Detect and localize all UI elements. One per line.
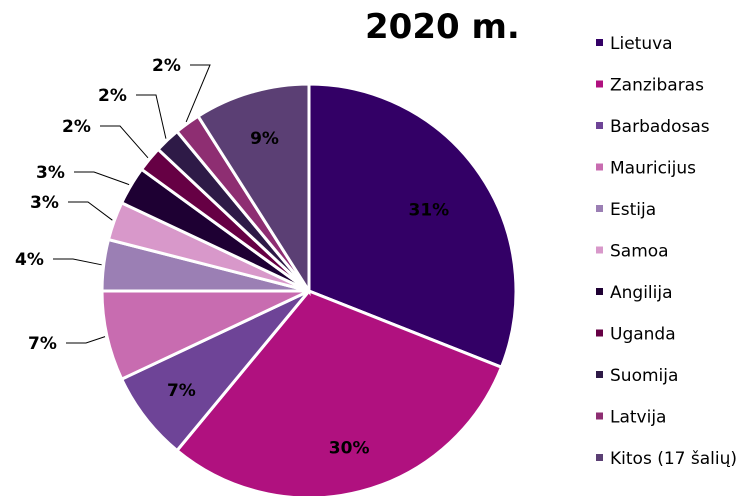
data-label-uganda: 2%: [62, 117, 91, 137]
pie-slice-zanzibaras: [174, 289, 504, 496]
leader-line: [185, 64, 211, 123]
data-label-angilija: 3%: [36, 163, 65, 183]
leader-line: [53, 258, 102, 266]
legend-swatch: [596, 371, 603, 378]
legend-swatch: [596, 246, 603, 254]
legend-swatch: [596, 454, 603, 461]
legend-swatch: [596, 80, 603, 88]
leader-line: [100, 125, 149, 159]
data-label-suomija: 2%: [98, 86, 127, 106]
legend-label: Uganda: [610, 325, 676, 345]
legend-label: Angilija: [610, 283, 673, 303]
data-label-kitos: 9%: [250, 129, 279, 149]
legend-label: Mauricijus: [610, 159, 696, 179]
legend-label: Zanzibaras: [610, 76, 704, 96]
data-label-barbadosas: 7%: [167, 381, 196, 401]
chart-title: 2020 m.: [365, 7, 520, 47]
data-label-estija: 4%: [15, 250, 44, 270]
legend-label: Barbadosas: [610, 117, 710, 137]
leader-line: [136, 94, 167, 139]
data-label-lietuva: 31%: [408, 201, 449, 221]
legend-label: Latvija: [610, 408, 666, 428]
leader-line: [68, 201, 113, 221]
legend-label: Samoa: [610, 242, 669, 262]
legend-label: Lietuva: [610, 34, 673, 54]
pie-slice-lietuva: [307, 82, 518, 370]
legend-swatch: [596, 329, 603, 337]
legend-swatch: [596, 163, 603, 171]
legend-label: Estija: [610, 200, 656, 220]
pie-slices: [100, 82, 518, 496]
leader-line: [74, 171, 130, 186]
legend-swatch: [596, 412, 603, 420]
legend-swatch: [596, 288, 603, 295]
legend-swatch: [596, 39, 603, 46]
data-labels: 31% 30% 7% 7% 4% 3% 3% 2% 2% 2% 9%: [15, 56, 449, 458]
legend: Lietuva Zanzibaras Barbadosas Mauricijus Est…: [596, 34, 737, 469]
legend-label: Kitos (17 šalių): [610, 449, 737, 469]
pie-slice-kitos: [196, 82, 311, 297]
data-label-zanzibaras: 30%: [329, 438, 370, 458]
leader-line: [66, 336, 106, 344]
data-label-mauricijus: 7%: [28, 334, 57, 354]
legend-label: Suomija: [610, 366, 678, 386]
data-label-samoa: 3%: [30, 193, 59, 213]
legend-swatch: [596, 122, 603, 129]
data-label-latvija: 2%: [152, 56, 181, 76]
legend-swatch: [596, 205, 603, 212]
